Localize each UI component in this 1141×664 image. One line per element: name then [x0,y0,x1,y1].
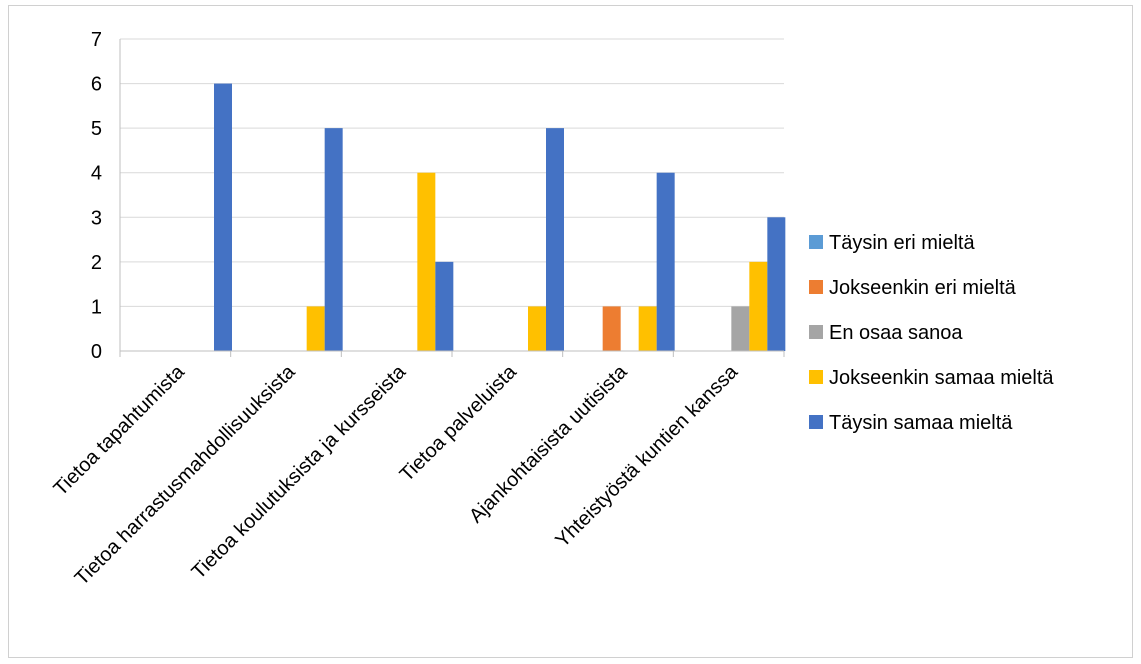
bar [656,172,675,351]
y-tick-label: 1 [91,296,102,318]
bar [214,83,232,352]
y-tick-label: 2 [91,252,102,274]
y-tick-label: 4 [91,163,102,185]
x-category-label: Tietoa harrastusmahdollisuuksista [71,360,300,589]
chart-frame: 0 1 2 3 4 5 6 7 Tietoa tapahtumista Tietoa harra… [8,5,1133,658]
bar [731,306,750,351]
legend-swatch [809,325,823,339]
bar [417,172,436,351]
y-tick-label: 5 [91,118,102,140]
bar [602,306,621,351]
bar [324,128,343,351]
bar [749,261,768,351]
legend-swatch [809,415,823,429]
y-tick-label: 6 [91,74,102,96]
bar [767,217,786,351]
bar [528,306,546,351]
bar [546,128,564,351]
legend-swatch [809,280,823,294]
legend-swatch [809,235,823,249]
y-tick-label: 7 [91,29,102,51]
legend-entry: En osaa sanoa [829,322,963,344]
legend-entry: Täysin samaa mieltä [829,412,1013,434]
x-category-label: Tietoa palveluista [396,360,522,486]
legend: Täysin eri mieltä Jokseenkin eri mieltä En… [809,232,1054,434]
legend-swatch [809,370,823,384]
bars [214,83,786,352]
y-tick-label: 3 [91,207,102,229]
x-category-label: Yhteistyöstä kuntien kanssa [551,360,742,551]
bar [435,261,454,351]
y-tick-labels: 0 1 2 3 4 5 6 7 [91,29,102,363]
bar [306,306,325,351]
legend-entry: Jokseenkin eri mieltä [829,277,1017,299]
bar [638,306,657,351]
x-category-label: Tietoa koulutuksista ja kursseista [188,360,411,583]
y-tick-label: 0 [91,341,102,363]
axes [119,39,785,357]
legend-entry: Täysin eri mieltä [829,232,975,254]
legend-entry: Jokseenkin samaa mieltä [829,367,1054,389]
